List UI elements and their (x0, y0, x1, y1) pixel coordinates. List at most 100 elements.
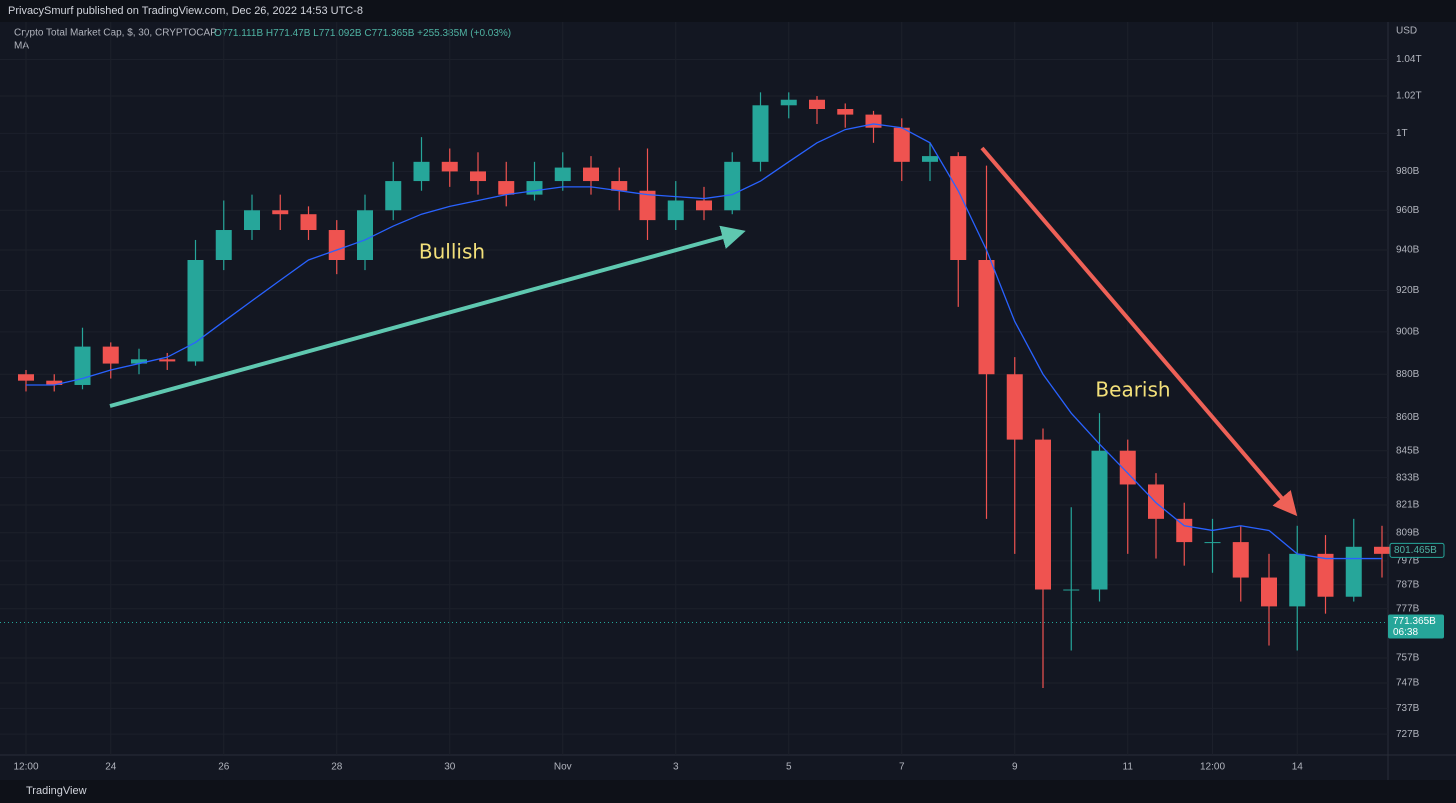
candle-body (1261, 577, 1277, 607)
y-tick-label: 809B (1396, 527, 1420, 538)
candle-body (244, 210, 260, 231)
x-tick-label: 11 (1123, 762, 1134, 773)
candle-body (498, 181, 515, 195)
candle-body (1374, 546, 1390, 554)
ohlc-open: O771.111B (214, 28, 263, 39)
candle-body (724, 161, 741, 211)
y-tick-label: 960B (1396, 205, 1420, 216)
y-tick-label: 737B (1396, 703, 1420, 714)
y-tick-label: 1T (1396, 128, 1408, 139)
ohlc-change: +255.385M (+0.03%) (417, 28, 511, 39)
ohlc-high: H771.47B (266, 28, 311, 39)
y-tick-label: 821B (1396, 500, 1420, 511)
candle-body (159, 359, 176, 362)
bullish-arrow (109, 225, 746, 408)
x-tick-label: 7 (899, 762, 905, 773)
y-tick-label: 727B (1396, 729, 1420, 740)
y-tick-label: 797B (1396, 556, 1420, 567)
candle-body (1289, 553, 1306, 607)
y-tick-label: 880B (1396, 369, 1420, 380)
x-tick-label: 3 (673, 762, 679, 773)
candle-body (1119, 450, 1136, 485)
y-tick-label: 980B (1396, 166, 1420, 177)
candle-body (865, 114, 882, 128)
candle-body (809, 99, 825, 110)
y-tick-label: 920B (1396, 285, 1420, 296)
ma-price-label: 801.465B (1394, 545, 1437, 556)
x-tick-label: 14 (1292, 762, 1304, 773)
y-tick-label: 1.02T (1396, 91, 1422, 102)
candle-body (1035, 439, 1051, 590)
candle-body (102, 346, 119, 364)
candle-body (74, 346, 91, 385)
candle-body (780, 99, 797, 106)
bearish-note: Bearish (1095, 378, 1170, 402)
candle-body (752, 105, 769, 162)
candle-body (46, 380, 63, 385)
candle-body (667, 200, 684, 221)
candle-body (1091, 450, 1108, 590)
y-tick-label: 900B (1396, 327, 1420, 338)
candle-body (1006, 374, 1023, 440)
candle-body (187, 260, 204, 362)
candle-body (357, 210, 373, 261)
countdown-label: 06:38 (1393, 627, 1418, 638)
candle-body (893, 127, 910, 162)
candle-body (922, 156, 938, 162)
candle-body (1345, 546, 1362, 597)
publisher: PrivacySmurf published on TradingView.co… (8, 5, 363, 17)
y-tick-label: 845B (1396, 445, 1420, 456)
candle-body (215, 230, 232, 261)
candle-body (413, 161, 430, 182)
candle-body (526, 181, 543, 195)
candle-body (837, 109, 854, 115)
candle-body (583, 167, 599, 182)
x-tick-label: Nov (554, 762, 572, 773)
footer-brand: TradingView (26, 785, 87, 797)
last-price-label: 771.365B (1393, 616, 1436, 627)
candle-body (1204, 542, 1221, 544)
candle-body (1063, 589, 1080, 591)
last-price-box (1388, 614, 1444, 639)
y-tick-label: 747B (1396, 678, 1420, 689)
candle-body (639, 190, 656, 221)
y-tick-label: 940B (1396, 245, 1420, 256)
x-tick-label: 28 (331, 762, 343, 773)
top-bar (0, 0, 1456, 22)
candle-body (328, 230, 345, 261)
x-tick-label: 24 (105, 762, 117, 773)
x-tick-label: 5 (786, 762, 792, 773)
ohlc-close: C771.365B (364, 28, 414, 39)
y-tick-label: 860B (1396, 412, 1420, 423)
ma-line (26, 123, 1382, 560)
bearish-arrow (980, 146, 1298, 517)
y-tick-label: 1.04T (1396, 54, 1422, 65)
x-tick-label: 26 (218, 762, 230, 773)
candle-body (554, 167, 571, 182)
candle-body (131, 359, 147, 364)
symbol: Crypto Total Market Cap, $, 30, CRYPTOCA… (14, 28, 217, 39)
candle-body (696, 200, 712, 211)
candle-body (385, 181, 402, 211)
footer (0, 780, 1456, 803)
candle-body (18, 374, 34, 381)
x-tick-label: 12:00 (13, 762, 38, 773)
currency: USD (1396, 26, 1417, 37)
x-tick-label: 12:00 (1200, 762, 1225, 773)
candle-body (978, 260, 995, 375)
candle-body (1232, 542, 1249, 578)
ma-price-box (1389, 542, 1445, 558)
candle-body (1148, 484, 1164, 519)
candle-body (441, 161, 458, 172)
candle-body (950, 156, 967, 261)
candle-body (1317, 553, 1334, 597)
candle-body (470, 171, 486, 182)
y-tick-label: 787B (1396, 579, 1420, 590)
candle-body (1176, 518, 1193, 543)
ohlc-legend: O771.111B H771.47B L771.092B C771.365B +… (214, 28, 511, 39)
bullish-note: Bullish (419, 240, 485, 264)
y-tick-label: 833B (1396, 472, 1420, 483)
candle-body (272, 210, 289, 215)
candle-body (300, 214, 317, 231)
